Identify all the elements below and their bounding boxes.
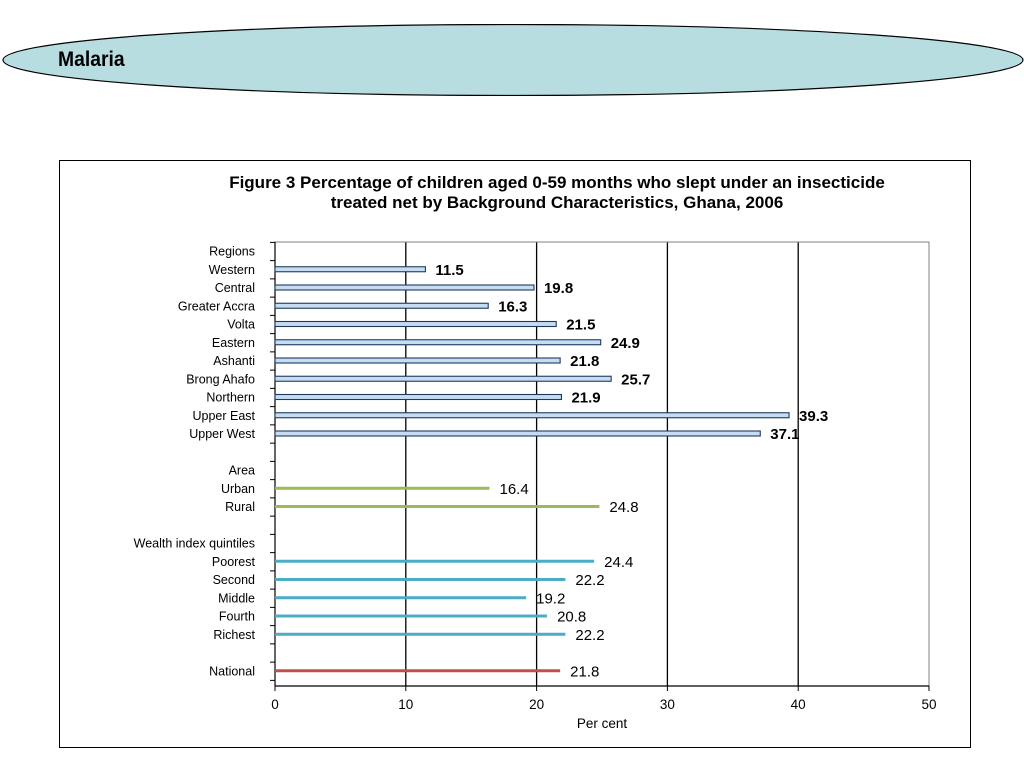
bar [275, 559, 595, 563]
category-label: Eastern [212, 336, 255, 350]
category-label: Rural [225, 500, 255, 514]
x-tick-label: 0 [271, 697, 279, 712]
category-label: Regions [209, 245, 255, 259]
category-label: Upper East [192, 409, 255, 423]
bar [275, 578, 566, 581]
chart-frame [59, 160, 971, 748]
data-label: 24.9 [611, 335, 640, 352]
bar [274, 412, 790, 419]
category-label: Urban [221, 482, 255, 496]
data-label: 21.5 [566, 317, 595, 334]
category-label: National [209, 664, 255, 678]
data-label: 16.3 [498, 298, 527, 315]
data-label: 39.3 [799, 408, 828, 425]
category-label: Fourth [219, 610, 255, 624]
data-label: 24.8 [609, 499, 638, 516]
data-label: 37.1 [770, 426, 799, 443]
data-label: 20.8 [557, 609, 586, 626]
data-label: 21.8 [570, 663, 599, 680]
data-label: 25.7 [621, 371, 650, 388]
data-label: 24.4 [604, 554, 633, 571]
category-label: Middle [218, 591, 255, 605]
x-tick-label: 10 [398, 697, 413, 712]
bar [275, 669, 561, 673]
category-label: Volta [227, 318, 255, 332]
bar [275, 596, 527, 600]
category-label: Second [213, 573, 255, 587]
category-label: Greater Accra [178, 299, 255, 313]
bar [275, 486, 490, 490]
category-label: Central [215, 281, 255, 295]
bar [274, 375, 612, 382]
category-label: Richest [213, 628, 255, 642]
data-label: 19.2 [536, 590, 565, 607]
bar [275, 614, 548, 618]
data-label: 21.9 [571, 390, 600, 407]
x-tick-label: 50 [921, 697, 936, 712]
category-label: Wealth index quintiles [134, 537, 255, 551]
bar [274, 284, 535, 291]
category-label: Brong Ahafo [186, 372, 255, 386]
data-label: 22.2 [575, 627, 604, 644]
bar [274, 320, 557, 328]
category-label: Western [209, 263, 255, 277]
data-label: 19.8 [544, 280, 573, 297]
bar [274, 357, 561, 364]
data-label: 21.8 [570, 353, 599, 370]
chart-title: Figure 3 Percentage of children aged 0-5… [229, 173, 885, 212]
x-axis-label: Per cent [577, 716, 628, 731]
category-label: Northern [206, 391, 255, 405]
x-tick-label: 20 [529, 697, 544, 712]
bar [274, 302, 489, 309]
x-tick-label: 40 [791, 697, 806, 712]
bar [274, 266, 426, 273]
banner-ellipse [2, 24, 1024, 96]
bar [275, 632, 566, 636]
data-label: 11.5 [435, 262, 463, 279]
data-label: 22.2 [575, 572, 604, 589]
data-label: 16.4 [500, 481, 529, 498]
category-label: Area [229, 464, 255, 478]
bar [275, 505, 600, 508]
bar [274, 430, 761, 437]
category-label: Upper West [189, 427, 255, 441]
title-banner [2, 24, 1024, 96]
x-tick-label: 30 [660, 697, 675, 712]
category-label: Poorest [212, 555, 256, 569]
bar [274, 393, 563, 401]
slide-title: Malaria [58, 48, 125, 71]
category-label: Ashanti [213, 354, 255, 368]
bar [274, 339, 602, 346]
